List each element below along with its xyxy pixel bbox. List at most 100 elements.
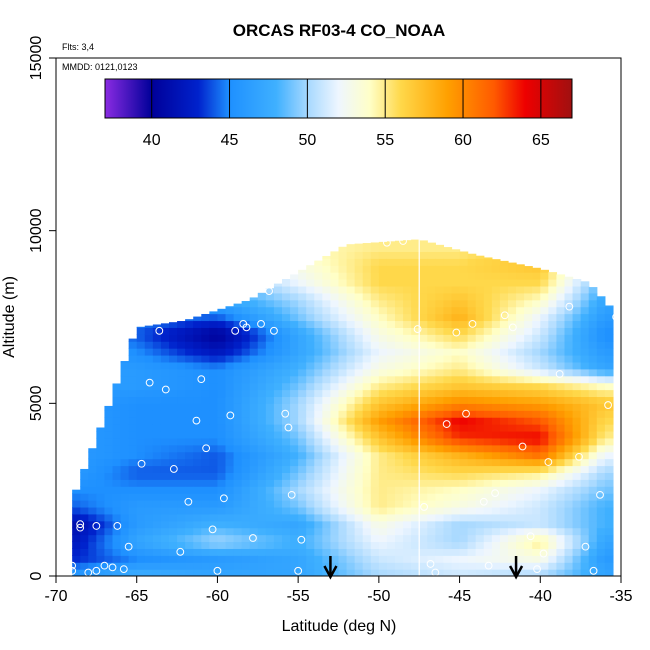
heat-cell: [386, 472, 396, 480]
heat-cell: [282, 562, 291, 570]
heat-cell: [330, 334, 340, 342]
heat-cell: [491, 527, 501, 536]
heat-cell: [112, 520, 122, 529]
heat-cell: [588, 500, 598, 508]
heat-cell: [346, 320, 356, 328]
heat-cell: [588, 410, 598, 418]
heat-cell: [580, 437, 590, 446]
heat-cell: [136, 513, 146, 522]
heat-cell: [354, 299, 364, 308]
heat-cell: [209, 458, 219, 467]
heat-cell: [322, 313, 332, 322]
heat-cell: [483, 320, 493, 328]
heat-cell: [516, 334, 525, 342]
heat-cell: [443, 548, 453, 556]
heat-cell: [241, 437, 251, 446]
heat-cell: [524, 292, 533, 301]
heat-cell: [467, 479, 477, 487]
heat-cell: [338, 569, 348, 576]
heat-cell: [548, 527, 558, 536]
heat-cell: [265, 548, 275, 556]
heat-cell: [580, 430, 590, 439]
heat-cell: [169, 403, 178, 411]
heat-cell: [411, 396, 420, 404]
heat-cell: [152, 479, 162, 487]
heat-cell: [532, 424, 541, 432]
heat-cell: [459, 534, 469, 543]
heat-cell: [604, 548, 614, 556]
heat-cell: [548, 506, 558, 515]
heat-cell: [596, 555, 606, 563]
heat-cell: [427, 555, 436, 563]
heat-cell: [499, 354, 509, 363]
heat-cell: [596, 486, 606, 494]
heat-cell: [112, 383, 122, 391]
heat-cell: [362, 500, 372, 508]
heat-cell: [491, 562, 501, 570]
heat-cell: [403, 251, 412, 259]
heat-cell: [435, 341, 445, 349]
heat-cell: [564, 527, 574, 536]
heat-cell: [483, 348, 493, 356]
heat-cell: [427, 548, 436, 556]
heat-cell: [378, 306, 388, 315]
heat-cell: [354, 368, 364, 377]
heat-cell: [338, 562, 348, 570]
heat-cell: [193, 437, 202, 446]
heat-cell: [120, 520, 130, 529]
heat-cell: [322, 444, 332, 453]
heat-cell: [225, 334, 235, 342]
heat-cell: [201, 348, 210, 356]
heat-cell: [169, 327, 178, 335]
heat-cell: [225, 520, 235, 529]
heat-cell: [362, 375, 372, 384]
heat-cell: [532, 375, 541, 384]
heat-cell: [233, 493, 243, 501]
heat-cell: [572, 451, 582, 460]
heat-cell: [483, 361, 493, 370]
heat-cell: [354, 555, 364, 563]
heat-cell: [177, 430, 186, 439]
heat-cell: [435, 368, 445, 377]
heat-cell: [403, 265, 412, 273]
heat-cell: [370, 354, 380, 363]
heat-cell: [435, 569, 445, 576]
x-tick-label: -60: [206, 588, 229, 605]
heat-cell: [120, 541, 130, 549]
heat-cell: [395, 341, 404, 349]
heat-cell: [169, 555, 178, 563]
heat-cell: [362, 410, 372, 418]
heat-cell: [491, 451, 501, 460]
heat-cell: [499, 500, 509, 508]
heat-cell: [508, 472, 517, 480]
heat-cell: [411, 513, 420, 522]
heat-cell: [386, 306, 396, 315]
heat-cell: [160, 500, 170, 508]
heat-cell: [395, 527, 404, 536]
heat-cell: [257, 341, 267, 349]
heat-cell: [72, 541, 81, 549]
heat-cell: [249, 306, 259, 315]
heat-cell: [419, 348, 428, 356]
heat-cell: [290, 437, 299, 446]
sample-point: [383, 238, 391, 247]
heat-cell: [386, 424, 396, 432]
heat-cell: [249, 534, 259, 543]
heat-cell: [88, 493, 97, 501]
heat-cell: [185, 520, 194, 529]
heat-cell: [548, 285, 558, 294]
heat-cell: [475, 534, 485, 543]
heat-cell: [306, 417, 315, 425]
heat-cell: [338, 520, 348, 529]
heat-cell: [443, 272, 453, 280]
heat-cell: [185, 424, 194, 432]
heat-cell: [604, 444, 614, 453]
heat-cell: [516, 513, 525, 522]
heat-cell: [491, 541, 501, 549]
heat-cell: [282, 458, 291, 467]
heat-cell: [532, 527, 541, 536]
heat-cell: [403, 327, 412, 335]
heat-cell: [112, 541, 122, 549]
heat-cell: [443, 368, 453, 377]
heat-cell: [298, 451, 307, 460]
